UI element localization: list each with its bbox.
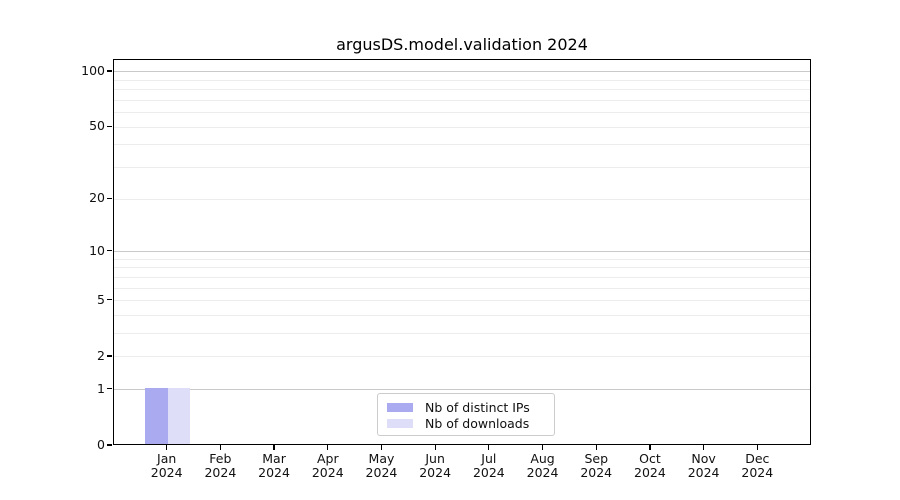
x-tick-year: 2024 (526, 464, 559, 480)
y-tick-label: 50 (89, 118, 105, 134)
x-tick-year: 2024 (687, 464, 720, 480)
gridline-major (114, 251, 810, 253)
y-tick (107, 125, 112, 127)
legend-item: Nb of distinct IPs (387, 399, 546, 415)
gridline-minor (114, 198, 810, 200)
y-tick (107, 444, 112, 446)
x-tick-label: Apr 2024 (292, 452, 364, 479)
x-tick-year: 2024 (365, 464, 398, 480)
x-tick-year: 2024 (150, 464, 183, 480)
x-tick-label: May 2024 (345, 452, 417, 479)
gridline-minor (114, 112, 810, 114)
x-tick-month: Feb (209, 451, 232, 466)
x-tick-label: Jan 2024 (131, 452, 203, 479)
gridline-minor (114, 315, 810, 317)
y-tick-label: 10 (89, 242, 105, 258)
gridline-minor (114, 300, 810, 302)
x-tick-month: May (368, 451, 395, 466)
x-tick (166, 445, 168, 450)
x-tick-year: 2024 (580, 464, 613, 480)
gridline-minor (114, 144, 810, 146)
y-tick (107, 355, 112, 357)
x-tick-year: 2024 (472, 464, 505, 480)
y-tick (107, 299, 112, 301)
y-tick-label: 100 (81, 62, 105, 78)
x-tick-month: Jun (425, 451, 445, 466)
gridline-major (114, 389, 810, 391)
x-tick-month: Aug (530, 451, 555, 466)
x-tick (595, 445, 597, 450)
x-tick (434, 445, 436, 450)
x-tick-label: Jun 2024 (399, 452, 471, 479)
gridline-minor (114, 79, 810, 81)
gridline-minor (114, 267, 810, 269)
chart-title: argusDS.model.validation 2024 (336, 35, 588, 54)
x-tick (756, 445, 758, 450)
x-tick (219, 445, 221, 450)
x-tick (703, 445, 705, 450)
y-tick-label: 0 (97, 437, 105, 452)
x-tick-month: Apr (316, 451, 339, 466)
x-tick (327, 445, 329, 450)
gridline-minor (114, 356, 810, 358)
y-tick (107, 70, 112, 72)
x-tick (273, 445, 275, 450)
x-tick-year: 2024 (419, 464, 452, 480)
gridline-minor (114, 276, 810, 278)
x-tick-month: Jan (157, 451, 177, 466)
legend: Nb of distinct IPs Nb of downloads (377, 393, 555, 436)
legend-item: Nb of downloads (387, 415, 546, 431)
x-tick (380, 445, 383, 450)
y-tick (107, 197, 112, 199)
gridline-minor (114, 99, 810, 101)
x-tick-label: Feb 2024 (184, 452, 256, 479)
y-tick-label: 5 (97, 291, 105, 307)
x-tick-label: Aug 2024 (507, 452, 579, 479)
y-tick-label: 2 (97, 347, 105, 363)
bar (145, 387, 168, 444)
x-tick-year: 2024 (741, 464, 774, 480)
bar (167, 387, 191, 444)
gridline-minor (114, 167, 810, 169)
x-tick-year: 2024 (258, 464, 290, 480)
y-tick (107, 388, 112, 390)
x-tick-label: Nov 2024 (668, 452, 740, 479)
x-tick-month: Oct (639, 451, 661, 466)
legend-swatch (387, 418, 413, 428)
x-tick-year: 2024 (634, 464, 666, 480)
x-tick-month: Mar (262, 451, 286, 466)
legend-label: Nb of downloads (425, 415, 530, 431)
y-tick-label: 1 (97, 380, 105, 396)
gridline-minor (114, 333, 810, 335)
x-tick-year: 2024 (204, 464, 237, 480)
legend-label: Nb of distinct IPs (425, 399, 530, 415)
x-tick (488, 445, 490, 450)
x-tick-label: Oct 2024 (614, 452, 686, 479)
x-tick (649, 445, 651, 450)
x-tick-year: 2024 (311, 464, 344, 480)
gridline-minor (114, 287, 810, 289)
x-tick-label: Sep 2024 (560, 452, 632, 479)
x-tick-label: Jul 2024 (453, 452, 525, 479)
y-tick-label: 20 (89, 190, 105, 206)
gridline-minor (114, 89, 810, 91)
gridline-minor (114, 258, 810, 260)
gridline-minor (114, 126, 810, 128)
legend-swatch (387, 402, 413, 412)
x-tick-month: Jul (481, 451, 497, 466)
x-tick-month: Nov (691, 451, 716, 466)
plot-area: Nb of distinct IPs Nb of downloads (113, 59, 811, 445)
x-tick-label: Mar 2024 (238, 452, 310, 479)
x-tick-month: Sep (584, 451, 608, 466)
y-tick (107, 250, 112, 252)
gridline-major (114, 71, 810, 73)
x-tick-label: Dec 2024 (721, 452, 793, 479)
x-tick (541, 445, 544, 450)
x-tick-month: Dec (745, 451, 770, 466)
